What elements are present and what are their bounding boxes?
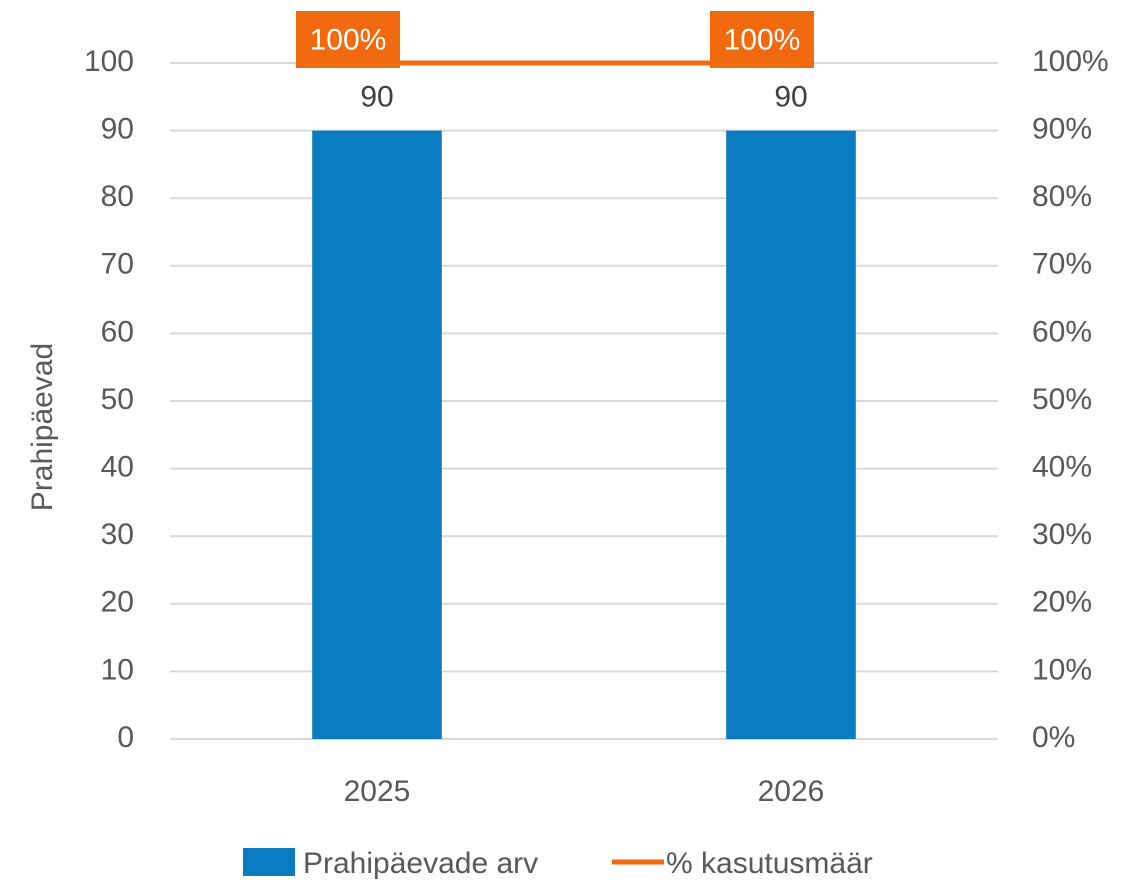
legend-label-line: % kasutusmäär xyxy=(666,847,873,880)
y-right-tick-label: 40% xyxy=(1032,451,1092,484)
y-right-tick-label: 60% xyxy=(1032,315,1092,348)
y-right-tick-label: 70% xyxy=(1032,248,1092,281)
y-right-tick-label: 10% xyxy=(1032,653,1092,686)
y-right-tick-label: 90% xyxy=(1032,113,1092,146)
y-left-tick-label: 0 xyxy=(117,721,134,754)
y-left-tick-label: 60 xyxy=(101,315,134,348)
x-axis: 2025 2026 xyxy=(344,775,825,808)
y-right-tick-label: 0% xyxy=(1032,721,1075,754)
y-left-tick-label: 80 xyxy=(101,180,134,213)
line-data-label: 100% xyxy=(310,23,387,56)
y-left-tick-label: 30 xyxy=(101,518,134,551)
bar-series: 90 90 xyxy=(312,81,856,740)
y-left-tick-label: 20 xyxy=(101,586,134,619)
bar-data-label: 90 xyxy=(774,81,807,114)
y-right-tick-label: 100% xyxy=(1032,45,1109,78)
y-left-tick-label: 40 xyxy=(101,451,134,484)
y-axis-title: Prahipäevad xyxy=(26,343,59,511)
y-right-tick-label: 50% xyxy=(1032,383,1092,416)
x-tick-label: 2026 xyxy=(758,775,825,808)
left-axis: 0 10 20 30 40 50 60 70 80 90 100 xyxy=(84,45,134,754)
y-right-tick-label: 20% xyxy=(1032,586,1092,619)
y-left-tick-label: 70 xyxy=(101,248,134,281)
y-left-tick-label: 50 xyxy=(101,383,134,416)
bar xyxy=(312,130,442,740)
y-left-tick-label: 10 xyxy=(101,653,134,686)
gridlines xyxy=(170,62,998,740)
line-data-label: 100% xyxy=(724,23,801,56)
y-left-tick-label: 100 xyxy=(84,45,134,78)
right-axis: 0% 10% 20% 30% 40% 50% 60% 70% 80% 90% 100% xyxy=(1032,45,1109,754)
line-data-label-box xyxy=(710,11,814,68)
legend-swatch-bar xyxy=(243,848,295,876)
legend-label-bar: Prahipäevade arv xyxy=(303,847,538,880)
y-right-tick-label: 30% xyxy=(1032,518,1092,551)
y-right-tick-label: 80% xyxy=(1032,180,1092,213)
x-tick-label: 2025 xyxy=(344,775,411,808)
bar xyxy=(726,130,856,740)
line-data-label-box xyxy=(296,11,400,68)
bar-data-label: 90 xyxy=(360,81,393,114)
line-series: 100% 100% xyxy=(296,11,814,68)
legend: Prahipäevade arv % kasutusmäär xyxy=(243,847,873,880)
y-left-tick-label: 90 xyxy=(101,113,134,146)
